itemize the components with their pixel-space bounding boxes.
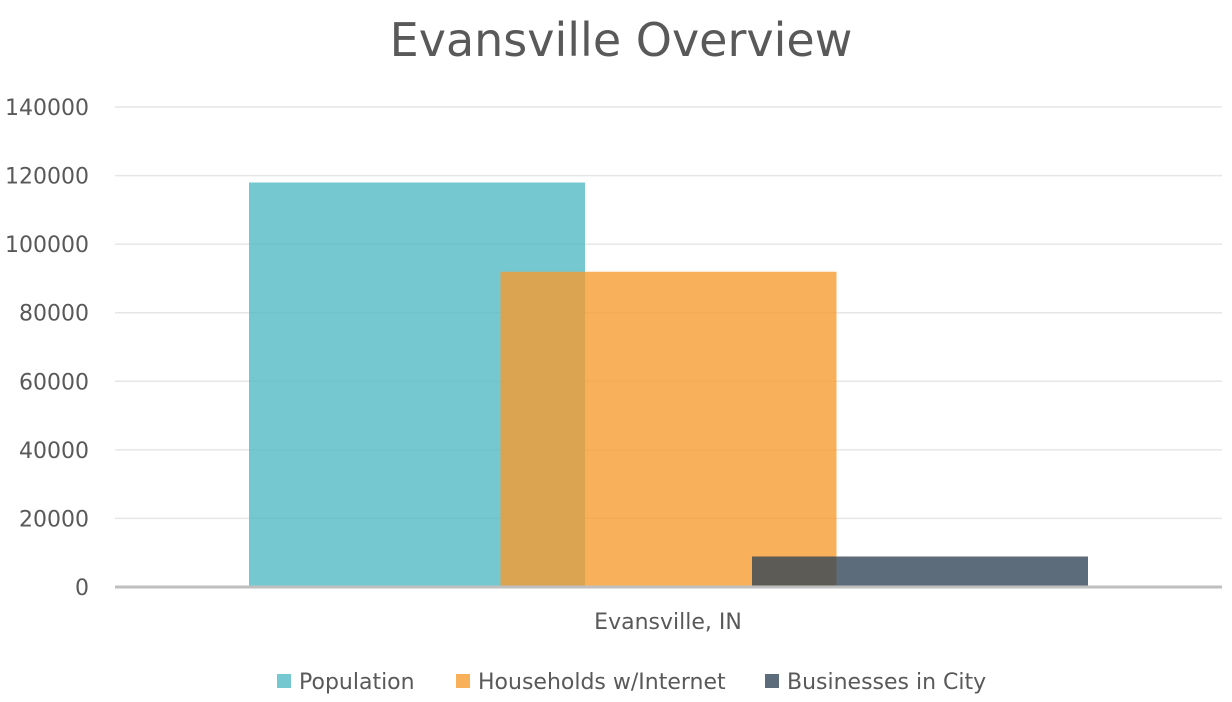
y-tick-label: 140000 — [5, 96, 89, 121]
y-tick-label: 0 — [75, 576, 89, 601]
legend-item-population: Population — [277, 670, 415, 695]
legend-item-businesses-in-city: Businesses in City — [765, 670, 986, 695]
legend-swatch — [456, 674, 470, 688]
legend-swatch — [277, 674, 291, 688]
y-tick-label: 100000 — [5, 233, 89, 258]
legend-label: Businesses in City — [787, 670, 986, 695]
y-tick-label: 40000 — [19, 439, 89, 464]
bars — [249, 182, 1088, 588]
x-category-label: Evansville, IN — [594, 610, 742, 635]
legend-label: Population — [299, 670, 415, 695]
legend-label: Households w/Internet — [478, 670, 726, 695]
y-tick-label: 20000 — [19, 507, 89, 532]
bar-households-w-internet — [500, 271, 837, 587]
y-tick-label: 120000 — [5, 165, 89, 190]
bar-businesses-in-city — [752, 556, 1088, 587]
legend: Population Households w/Internet Businesse… — [277, 670, 986, 695]
legend-item-households-w-internet: Households w/Internet — [456, 670, 726, 695]
legend-swatch — [765, 674, 779, 688]
chart-title: Evansville Overview — [390, 13, 853, 67]
y-axis-ticks: 0 20000 40000 60000 80000 100000 120000 140000 — [5, 96, 89, 601]
y-tick-label: 80000 — [19, 302, 89, 327]
y-tick-label: 60000 — [19, 370, 89, 395]
